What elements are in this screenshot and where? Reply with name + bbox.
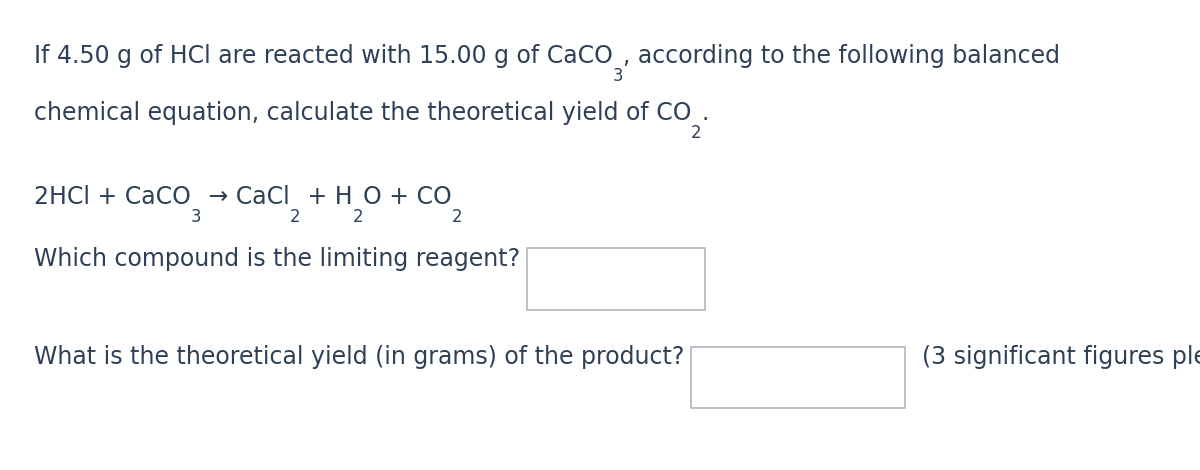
Text: 2HCl + CaCO: 2HCl + CaCO: [34, 186, 191, 210]
Text: (3 significant figures please): (3 significant figures please): [922, 345, 1200, 369]
Text: 3: 3: [612, 67, 623, 86]
Text: + H: + H: [300, 186, 353, 210]
Text: chemical equation, calculate the theoretical yield of CO: chemical equation, calculate the theoret…: [34, 101, 691, 125]
Text: 3: 3: [191, 208, 200, 227]
Text: 2: 2: [289, 208, 300, 227]
Text: If 4.50 g of HCl are reacted with 15.00 g of CaCO: If 4.50 g of HCl are reacted with 15.00 …: [34, 45, 612, 69]
Text: 2: 2: [691, 124, 702, 142]
Text: → CaCl: → CaCl: [200, 186, 289, 210]
Text: O + CO: O + CO: [364, 186, 452, 210]
Text: What is the theoretical yield (in grams) of the product?: What is the theoretical yield (in grams)…: [34, 345, 684, 369]
Text: 2: 2: [353, 208, 364, 227]
Text: 2: 2: [452, 208, 463, 227]
Text: .: .: [702, 101, 709, 125]
Text: Which compound is the limiting reagent?: Which compound is the limiting reagent?: [34, 247, 520, 271]
Text: , according to the following balanced: , according to the following balanced: [623, 45, 1060, 69]
